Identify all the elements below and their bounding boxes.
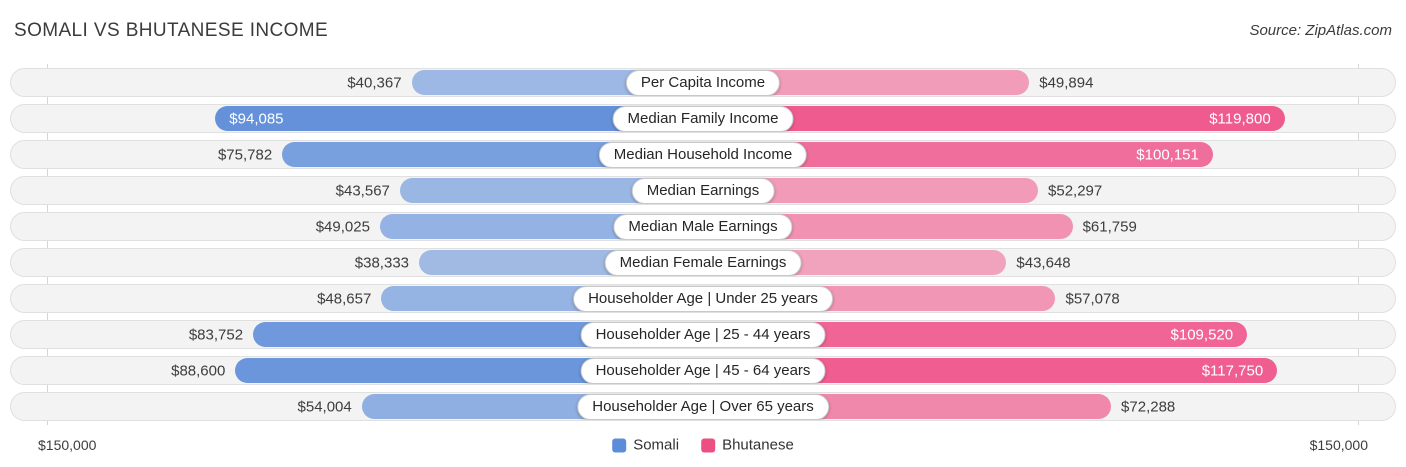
axis-max-right: $150,000 bbox=[1309, 437, 1368, 453]
legend-item-bhutanese: Bhutanese bbox=[701, 437, 794, 454]
somali-value-label: $40,367 bbox=[347, 74, 402, 91]
legend: Somali Bhutanese bbox=[612, 437, 794, 454]
category-label: Median Earnings bbox=[631, 177, 775, 204]
somali-value-label: $88,600 bbox=[171, 362, 226, 379]
bhutanese-value-label: $43,648 bbox=[1016, 254, 1071, 271]
chart-header: SOMALI VS BHUTANESE INCOME Source: ZipAt… bbox=[0, 0, 1406, 42]
chart-row: $49,025 $61,759 Median Male Earnings bbox=[10, 212, 1396, 241]
source-link[interactable]: Source: ZipAtlas.com bbox=[1249, 22, 1392, 39]
bhutanese-value-label: $49,894 bbox=[1039, 74, 1094, 91]
chart-title: SOMALI VS BHUTANESE INCOME bbox=[14, 20, 329, 41]
category-label: Householder Age | 45 - 64 years bbox=[580, 357, 826, 384]
chart-rows: $40,367 $49,894 Per Capita Income $94,08… bbox=[10, 68, 1396, 421]
chart-row: $38,333 $43,648 Median Female Earnings bbox=[10, 248, 1396, 277]
chart-row: $40,367 $49,894 Per Capita Income bbox=[10, 68, 1396, 97]
legend-label-bhutanese: Bhutanese bbox=[722, 436, 794, 454]
chart-area: $40,367 $49,894 Per Capita Income $94,08… bbox=[10, 64, 1396, 425]
somali-value-label: $75,782 bbox=[217, 146, 273, 163]
category-label: Median Household Income bbox=[598, 141, 808, 168]
legend-label-somali: Somali bbox=[633, 436, 680, 454]
chart-row: $54,004 $72,288 Householder Age | Over 6… bbox=[10, 392, 1396, 421]
somali-value-label: $83,752 bbox=[188, 326, 244, 343]
somali-swatch bbox=[612, 438, 627, 452]
somali-value-label: $94,085 bbox=[229, 110, 284, 127]
category-label: Median Male Earnings bbox=[613, 213, 793, 240]
chart-footer: $150,000 Somali Bhutanese $150,000 bbox=[38, 434, 1368, 456]
gridline-left bbox=[47, 64, 49, 425]
chart-row: $88,600 $117,750 Householder Age | 45 - … bbox=[10, 356, 1396, 385]
bhutanese-value-label: $100,151 bbox=[1136, 146, 1199, 163]
somali-value-label: $49,025 bbox=[315, 218, 370, 235]
bhutanese-value-label: $119,800 bbox=[1209, 110, 1271, 127]
bhutanese-value-label: $57,078 bbox=[1065, 290, 1120, 307]
bhutanese-value-label: $117,750 bbox=[1201, 362, 1264, 379]
category-label: Median Family Income bbox=[612, 105, 794, 132]
chart-row: $83,752 $109,520 Householder Age | 25 - … bbox=[10, 320, 1396, 349]
category-label: Median Female Earnings bbox=[604, 249, 802, 276]
chart-row: $48,657 $57,078 Householder Age | Under … bbox=[10, 284, 1396, 313]
category-label: Householder Age | Over 65 years bbox=[577, 393, 829, 420]
somali-value-label: $48,657 bbox=[317, 290, 372, 307]
bhutanese-value-label: $61,759 bbox=[1082, 218, 1137, 235]
somali-value-label: $54,004 bbox=[297, 398, 352, 415]
category-label: Per Capita Income bbox=[625, 69, 781, 96]
bhutanese-value-label: $52,297 bbox=[1048, 182, 1103, 199]
legend-item-somali: Somali bbox=[612, 437, 679, 454]
chart-row: $75,782 $100,151 Median Household Income bbox=[10, 140, 1396, 169]
bhutanese-swatch bbox=[701, 438, 716, 452]
axis-max-left: $150,000 bbox=[38, 437, 97, 453]
bhutanese-value-label: $72,288 bbox=[1121, 398, 1176, 415]
bhutanese-bar bbox=[703, 106, 1285, 131]
gridline-right bbox=[1357, 64, 1359, 425]
bhutanese-value-label: $109,520 bbox=[1170, 326, 1234, 343]
category-label: Householder Age | Under 25 years bbox=[573, 285, 833, 312]
category-label: Householder Age | 25 - 44 years bbox=[580, 321, 826, 348]
chart-row: $43,567 $52,297 Median Earnings bbox=[10, 176, 1396, 205]
somali-value-label: $38,333 bbox=[354, 254, 410, 271]
somali-value-label: $43,567 bbox=[335, 182, 390, 199]
chart-row: $94,085 $119,800 Median Family Income bbox=[10, 104, 1396, 133]
